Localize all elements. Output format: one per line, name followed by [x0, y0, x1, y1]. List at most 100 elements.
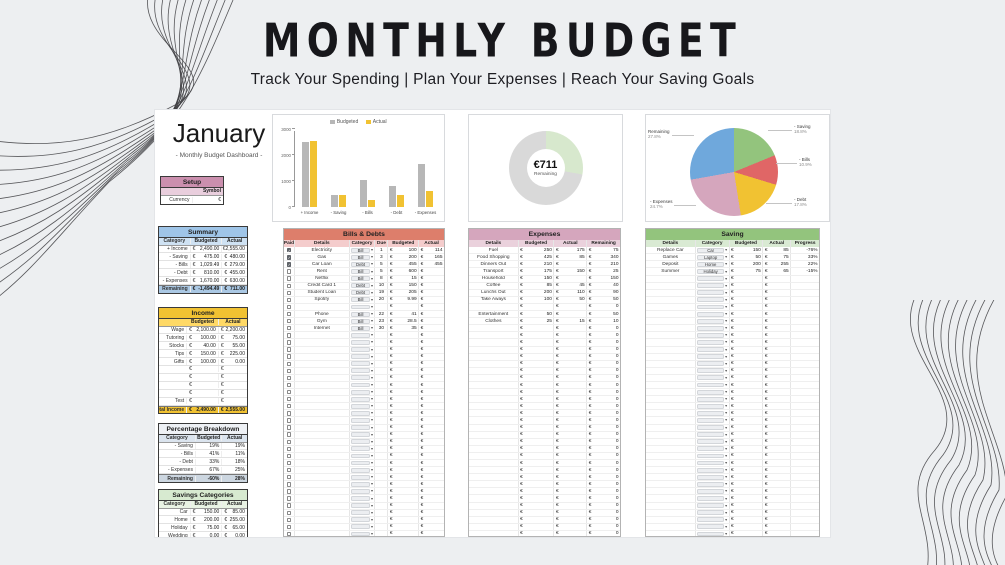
paid-checkbox[interactable]: [286, 347, 292, 352]
category-dropdown[interactable]: [697, 368, 727, 374]
paid-checkbox[interactable]: [286, 361, 292, 366]
category-dropdown[interactable]: Laptop: [697, 255, 727, 260]
category-dropdown[interactable]: [351, 517, 373, 523]
paid-checkbox[interactable]: [286, 425, 292, 430]
category-dropdown[interactable]: [351, 375, 373, 381]
paid-checkbox[interactable]: [286, 389, 292, 395]
category-dropdown[interactable]: [351, 531, 373, 536]
paid-checkbox[interactable]: [286, 446, 292, 452]
paid-checkbox[interactable]: [286, 475, 292, 480]
paid-checkbox[interactable]: [286, 290, 292, 295]
setup-currency-symbol[interactable]: €: [218, 196, 221, 203]
category-dropdown[interactable]: Bill: [351, 297, 373, 302]
category-dropdown[interactable]: [697, 290, 727, 296]
category-dropdown[interactable]: [351, 389, 373, 395]
category-dropdown[interactable]: [351, 467, 373, 473]
category-dropdown[interactable]: [351, 361, 373, 367]
paid-checkbox[interactable]: [286, 418, 292, 423]
paid-checkbox[interactable]: [286, 382, 292, 388]
paid-checkbox[interactable]: [286, 404, 292, 409]
category-dropdown[interactable]: [351, 425, 373, 431]
paid-checkbox[interactable]: [286, 432, 292, 437]
category-dropdown[interactable]: [351, 510, 373, 516]
paid-checkbox[interactable]: [286, 489, 292, 494]
category-dropdown[interactable]: [697, 446, 727, 452]
category-dropdown[interactable]: [697, 467, 727, 473]
category-dropdown[interactable]: [351, 524, 373, 530]
paid-checkbox[interactable]: [286, 326, 292, 331]
category-dropdown[interactable]: [351, 304, 373, 310]
paid-checkbox[interactable]: [286, 397, 292, 402]
category-dropdown[interactable]: [351, 446, 373, 452]
category-dropdown[interactable]: Debt: [351, 290, 373, 295]
paid-checkbox[interactable]: [286, 531, 292, 536]
paid-checkbox[interactable]: [286, 453, 292, 459]
paid-checkbox[interactable]: [286, 255, 292, 260]
category-dropdown[interactable]: [351, 460, 373, 466]
category-dropdown[interactable]: [697, 410, 727, 416]
category-dropdown[interactable]: [351, 354, 373, 360]
paid-checkbox[interactable]: [286, 510, 292, 515]
paid-checkbox[interactable]: [286, 439, 292, 444]
category-dropdown[interactable]: [351, 418, 373, 423]
category-dropdown[interactable]: [697, 382, 727, 388]
category-dropdown[interactable]: Debt: [351, 262, 373, 267]
paid-checkbox[interactable]: [286, 524, 292, 530]
category-dropdown[interactable]: [351, 503, 373, 509]
category-dropdown[interactable]: [697, 375, 727, 381]
category-dropdown[interactable]: [351, 368, 373, 374]
category-dropdown[interactable]: [697, 453, 727, 459]
paid-checkbox[interactable]: [286, 354, 292, 359]
category-dropdown[interactable]: [351, 382, 373, 388]
paid-checkbox[interactable]: [286, 375, 292, 381]
paid-checkbox[interactable]: [286, 460, 292, 466]
category-dropdown[interactable]: [697, 304, 727, 310]
paid-checkbox[interactable]: [286, 311, 292, 317]
category-dropdown[interactable]: [697, 496, 727, 501]
paid-checkbox[interactable]: [286, 297, 292, 303]
category-dropdown[interactable]: Bill: [351, 276, 373, 281]
category-dropdown[interactable]: [697, 439, 727, 445]
paid-checkbox[interactable]: [286, 248, 292, 253]
paid-checkbox[interactable]: [286, 276, 292, 281]
category-dropdown[interactable]: [351, 481, 373, 487]
paid-checkbox[interactable]: [286, 503, 292, 508]
category-dropdown[interactable]: [697, 297, 727, 303]
category-dropdown[interactable]: [351, 410, 373, 416]
category-dropdown[interactable]: [351, 474, 373, 480]
category-dropdown[interactable]: [351, 347, 373, 352]
category-dropdown[interactable]: Home: [697, 262, 727, 267]
category-dropdown[interactable]: Bill: [351, 255, 373, 260]
category-dropdown[interactable]: Bill: [351, 326, 373, 331]
category-dropdown[interactable]: [697, 354, 727, 360]
paid-checkbox[interactable]: [286, 262, 292, 267]
category-dropdown[interactable]: [697, 389, 727, 395]
category-dropdown[interactable]: [697, 403, 727, 409]
category-dropdown[interactable]: [697, 332, 727, 338]
category-dropdown[interactable]: [697, 474, 727, 480]
paid-checkbox[interactable]: [286, 269, 292, 274]
category-dropdown[interactable]: [697, 276, 727, 282]
category-dropdown[interactable]: [697, 311, 727, 317]
category-dropdown[interactable]: [697, 325, 727, 331]
paid-checkbox[interactable]: [286, 318, 292, 324]
paid-checkbox[interactable]: [286, 368, 292, 374]
paid-checkbox[interactable]: [286, 304, 292, 310]
category-dropdown[interactable]: [351, 403, 373, 409]
category-dropdown[interactable]: [697, 531, 727, 536]
category-dropdown[interactable]: [351, 439, 373, 445]
paid-checkbox[interactable]: [286, 411, 292, 416]
category-dropdown[interactable]: [351, 332, 373, 338]
category-dropdown[interactable]: [697, 481, 727, 487]
category-dropdown[interactable]: [351, 453, 373, 459]
category-dropdown[interactable]: Bill: [351, 312, 373, 317]
category-dropdown[interactable]: [697, 503, 727, 509]
category-dropdown[interactable]: Bill: [351, 319, 373, 324]
paid-checkbox[interactable]: [286, 340, 292, 345]
category-dropdown[interactable]: Holiday: [697, 269, 727, 274]
category-dropdown[interactable]: [697, 418, 727, 423]
category-dropdown[interactable]: [697, 347, 727, 352]
category-dropdown[interactable]: [697, 432, 727, 438]
category-dropdown[interactable]: [697, 460, 727, 466]
category-dropdown[interactable]: [697, 318, 727, 324]
